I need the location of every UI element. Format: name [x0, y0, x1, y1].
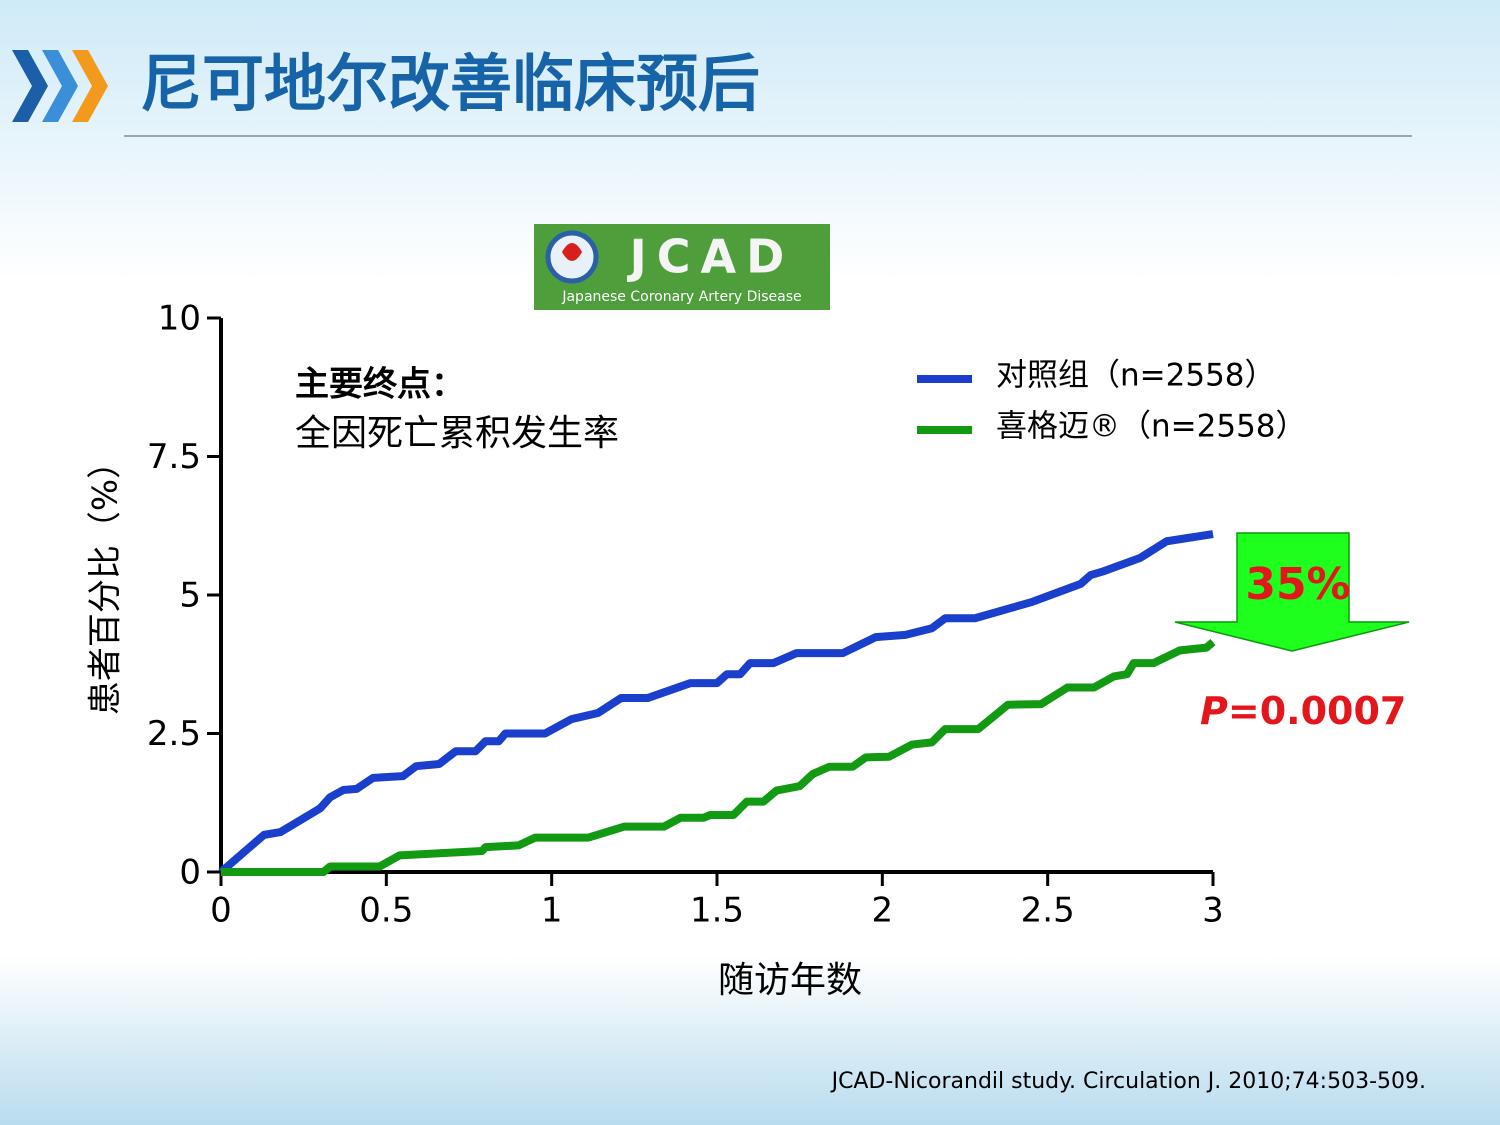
x-tick-label: 0.5 — [359, 891, 413, 931]
x-tick-label: 1 — [541, 891, 563, 931]
series-line — [221, 639, 1216, 876]
plot: 0 2.5 5 7.5 10 0 0.5 1 1.5 2 2.5 3 对照组（n=2558） 喜格迈®（n… — [147, 299, 1307, 931]
logo-name: JCAD — [627, 230, 795, 284]
p-number: =0.0007 — [1228, 689, 1406, 733]
reduction-label: 35% — [1245, 559, 1350, 610]
legend-label: 对照组（n=2558） — [996, 358, 1276, 394]
y-tick-label: 2.5 — [147, 714, 201, 754]
series-line — [218, 530, 1214, 876]
x-tick-label: 1.5 — [690, 891, 744, 931]
endpoint-text: 全因死亡累积发生率 — [295, 413, 619, 454]
logo-subtitle: Japanese Coronary Artery Disease — [561, 289, 801, 305]
y-axis-label: 患者百分比（%） — [86, 445, 126, 715]
p-symbol: P — [1200, 689, 1228, 733]
chevrons — [12, 50, 108, 122]
slide-title: 尼可地尔改善临床预后 — [140, 47, 760, 120]
x-tick-label: 2 — [872, 891, 894, 931]
x-tick-label: 2.5 — [1021, 891, 1075, 931]
x-tick-label: 3 — [1202, 891, 1224, 931]
y-tick-label: 10 — [158, 299, 201, 339]
y-tick-label: 7.5 — [147, 437, 201, 477]
legend-label: 喜格迈®（n=2558） — [996, 409, 1307, 445]
y-tick-label: 0 — [179, 853, 201, 893]
x-tick-label: 0 — [210, 891, 232, 931]
x-axis-label: 随访年数 — [718, 960, 862, 1001]
logo: JCAD Japanese Coronary Artery Disease — [534, 224, 830, 310]
p-value: P=0.0007 — [1200, 689, 1406, 733]
y-tick-label: 5 — [179, 576, 201, 616]
endpoint-heading: 主要终点： — [295, 365, 465, 405]
citation: JCAD-Nicorandil study. Circulation J. 20… — [830, 1069, 1426, 1094]
reduction-arrow — [1174, 532, 1410, 652]
